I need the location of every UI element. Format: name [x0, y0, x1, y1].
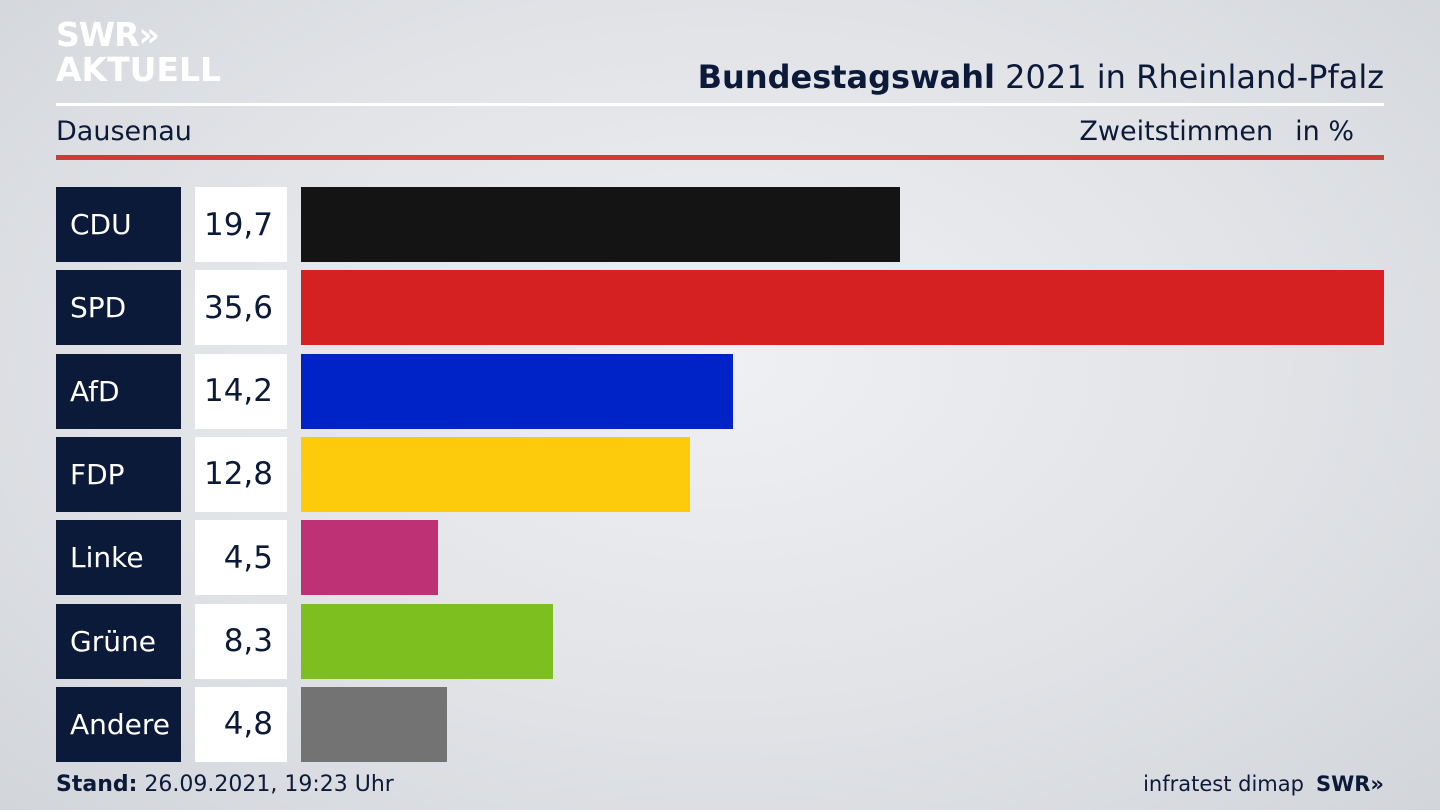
title-rest: 2021 in Rheinland-Pfalz	[995, 58, 1384, 96]
bar-row: Andere 4,8	[56, 686, 1384, 762]
stand-value: 26.09.2021, 19:23 Uhr	[137, 772, 394, 797]
divider-white	[56, 103, 1384, 106]
timestamp: Stand: 26.09.2021, 19:23 Uhr	[56, 772, 394, 797]
place-name: Dausenau	[56, 116, 192, 147]
unit-label: in %	[1295, 116, 1354, 147]
swr-aktuell-logo: SWR» AKTUELL	[56, 18, 221, 86]
bar-row: CDU 19,7	[56, 187, 1384, 262]
source-credit: infratest dimap SWR»	[1143, 772, 1384, 796]
party-label: SPD	[56, 270, 181, 346]
vote-unit: Zweitstimmen in %	[1079, 116, 1354, 147]
source-label: infratest dimap	[1143, 772, 1304, 796]
bar	[301, 603, 553, 679]
logo-aktuell-text: AKTUELL	[56, 50, 222, 89]
divider-red	[56, 155, 1384, 160]
bar	[301, 520, 438, 596]
bar	[301, 686, 447, 762]
bar	[301, 353, 733, 429]
value-label: 4,8	[195, 686, 287, 762]
bar-row: Linke 4,5	[56, 520, 1384, 596]
party-label: FDP	[56, 436, 181, 512]
party-label: Andere	[56, 686, 181, 762]
value-label: 19,7	[195, 187, 287, 262]
swr-logo: SWR»	[1315, 772, 1384, 796]
title-bold: Bundestagswahl	[697, 58, 995, 96]
chart-title: Bundestagswahl 2021 in Rheinland-Pfalz	[698, 58, 1384, 96]
value-label: 4,5	[195, 520, 287, 596]
party-label: Grüne	[56, 603, 181, 679]
party-label: AfD	[56, 353, 181, 429]
stand-label: Stand:	[56, 772, 138, 797]
bar	[301, 436, 690, 512]
bar-row: Grüne 8,3	[56, 603, 1384, 679]
bar-row: FDP 12,8	[56, 436, 1384, 512]
party-label: Linke	[56, 520, 181, 596]
party-label: CDU	[56, 187, 181, 262]
value-label: 12,8	[195, 436, 287, 512]
bar-row: SPD 35,6	[56, 270, 1384, 346]
value-label: 14,2	[195, 353, 287, 429]
bar	[301, 187, 900, 262]
value-label: 8,3	[195, 603, 287, 679]
bar-row: AfD 14,2	[56, 353, 1384, 429]
logo-swr-text: SWR»	[56, 15, 160, 54]
bar	[301, 270, 1384, 346]
value-label: 35,6	[195, 270, 287, 346]
vote-type: Zweitstimmen	[1079, 116, 1274, 147]
